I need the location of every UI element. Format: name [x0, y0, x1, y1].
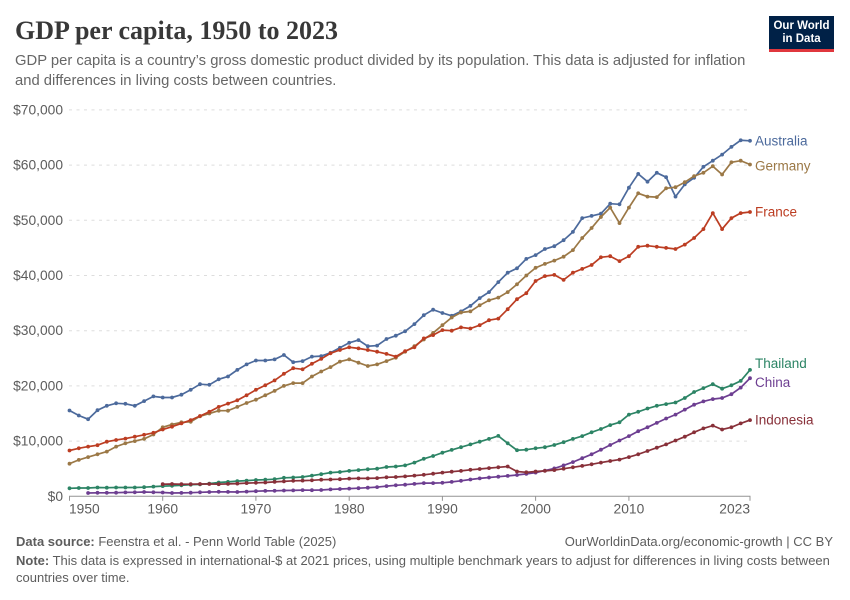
- svg-text:2010: 2010: [614, 502, 645, 517]
- svg-text:France: France: [755, 205, 797, 220]
- svg-text:$30,000: $30,000: [13, 323, 63, 338]
- svg-text:$10,000: $10,000: [13, 434, 63, 449]
- svg-text:Thailand: Thailand: [755, 356, 807, 371]
- svg-text:2023: 2023: [719, 502, 750, 517]
- svg-text:$50,000: $50,000: [13, 213, 63, 228]
- svg-text:Germany: Germany: [755, 159, 811, 174]
- svg-text:1990: 1990: [427, 502, 458, 517]
- svg-text:1950: 1950: [69, 502, 100, 517]
- svg-text:1980: 1980: [334, 502, 365, 517]
- svg-text:$40,000: $40,000: [13, 268, 63, 283]
- svg-text:$20,000: $20,000: [13, 378, 63, 393]
- svg-text:$70,000: $70,000: [13, 102, 63, 117]
- svg-text:$0: $0: [48, 489, 64, 504]
- svg-text:China: China: [755, 375, 791, 390]
- svg-text:Australia: Australia: [755, 134, 808, 149]
- svg-text:1970: 1970: [241, 502, 272, 517]
- svg-text:Indonesia: Indonesia: [755, 413, 814, 428]
- svg-text:1960: 1960: [147, 502, 178, 517]
- svg-text:2000: 2000: [520, 502, 551, 517]
- svg-text:$60,000: $60,000: [13, 158, 63, 173]
